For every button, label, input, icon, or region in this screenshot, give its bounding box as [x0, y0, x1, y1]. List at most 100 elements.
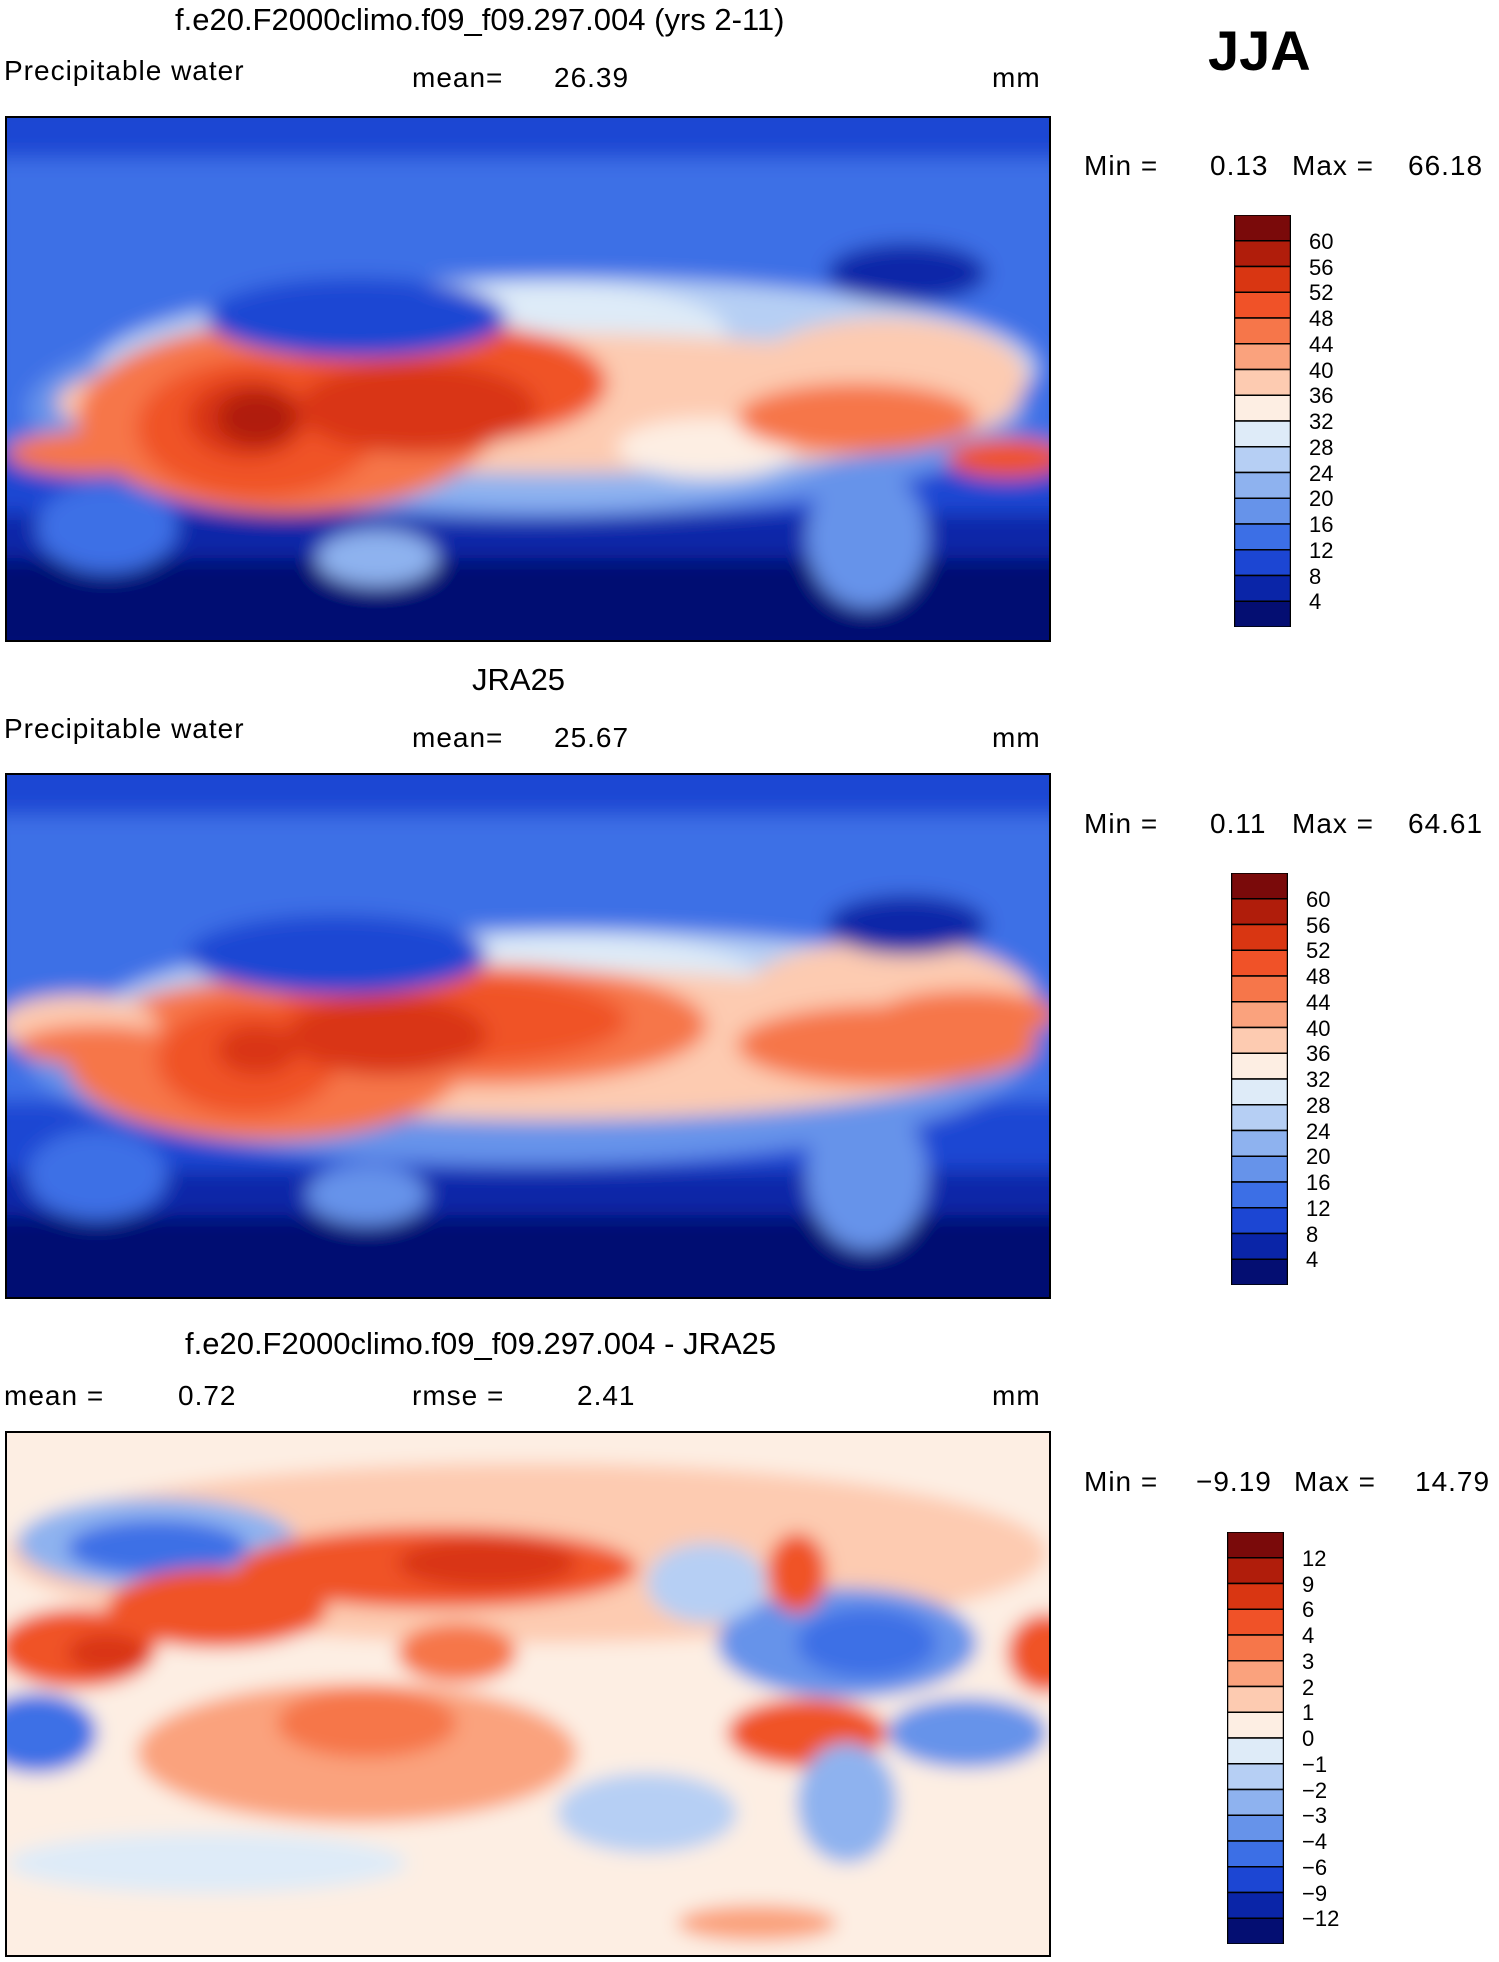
colorbar-box: [1231, 1258, 1288, 1285]
panel-2-min-value: 0.11: [1210, 808, 1267, 839]
panel-2-variable: Precipitable water: [4, 713, 245, 744]
panel-2-mean-value: 25.67: [554, 722, 630, 753]
colorbar-box: [1231, 1155, 1288, 1183]
colorbar-box: [1234, 497, 1291, 525]
panel-1-max-value: 66.18: [1408, 150, 1484, 181]
colorbar-box: [1231, 975, 1288, 1003]
colorbar-box: [1234, 549, 1291, 577]
panel-3-max-value: 14.79: [1415, 1466, 1491, 1497]
colorbar-box: [1234, 394, 1291, 422]
colorbar-tick-label: 56: [1306, 912, 1331, 938]
colorbar-tick-label: 48: [1306, 964, 1331, 989]
colorbar-tick-label: 4: [1302, 1623, 1315, 1648]
panel-3-max-label: Max =: [1294, 1466, 1377, 1497]
colorbar-box: [1231, 1104, 1288, 1132]
colorbar-tick-label: 36: [1309, 383, 1334, 409]
colorbar-tick-label: 8: [1309, 563, 1322, 589]
colorbar-tick-label: 6: [1302, 1597, 1315, 1623]
panel-3-min-label: Min =: [1084, 1466, 1159, 1497]
colorbar-box: [1227, 1660, 1284, 1688]
colorbar-tick-label: 12: [1302, 1545, 1327, 1571]
colorbar-tick-label: 44: [1309, 331, 1334, 357]
colorbar-box: [1234, 446, 1291, 474]
panel-3-title: f.e20.F2000climo.f09_f09.297.004 - JRA25: [185, 1326, 777, 1361]
colorbar-box: [1227, 1737, 1284, 1765]
colorbar-box: [1234, 343, 1291, 371]
colorbar-tick-label: −3: [1302, 1803, 1328, 1829]
colorbar-tick-label: 44: [1306, 989, 1331, 1015]
colorbar-tick-label: −6: [1302, 1854, 1328, 1880]
colorbar-tick-label: 16: [1306, 1170, 1331, 1195]
panel-1-variable: Precipitable water: [4, 55, 245, 86]
panel-3-colorbar: 12 9 6 4 3 2 1 0 −1 −2 −3 −4 −6 −9 −12: [1227, 1532, 1339, 1944]
colorbar-box: [1231, 923, 1288, 951]
colorbar-box: [1227, 1711, 1284, 1739]
panel-3-rmse-value: 2.41: [577, 1380, 636, 1411]
colorbar-box: [1234, 291, 1291, 319]
colorbar-tick-label: 56: [1309, 254, 1334, 280]
colorbar-tick-label: 1: [1302, 1700, 1315, 1726]
panel-2-colorbar: 60 56 52 48 44 40 36 32 28 24 20 16 12 8 4: [1231, 873, 1330, 1285]
panel-1-min-label: Min =: [1084, 150, 1159, 181]
panel-2-max-label: Max =: [1292, 808, 1375, 839]
colorbar-tick-label: 32: [1306, 1067, 1331, 1092]
colorbar-tick-label: 28: [1306, 1092, 1331, 1118]
colorbar-box: [1227, 1814, 1284, 1842]
panel-2-title: JRA25: [472, 662, 566, 697]
panel-3-mean-label: mean =: [4, 1380, 105, 1411]
colorbar-tick-label: −9: [1302, 1880, 1328, 1906]
panel-1-mean-value: 26.39: [554, 62, 630, 93]
colorbar-tick-label: −12: [1302, 1906, 1340, 1932]
colorbar-box: [1227, 1763, 1284, 1791]
panel-1-title: f.e20.F2000climo.f09_f09.297.004 (yrs 2-…: [175, 2, 785, 37]
colorbar-tick-label: 40: [1309, 357, 1334, 383]
colorbar-box: [1231, 1001, 1288, 1029]
colorbar-tick-label: 0: [1302, 1726, 1315, 1751]
panel-2-max-value: 64.61: [1408, 808, 1484, 839]
colorbar-box: [1231, 898, 1288, 926]
colorbar-tick-label: 20: [1306, 1144, 1331, 1170]
colorbar-box: [1227, 1917, 1284, 1944]
colorbar-tick-label: 4: [1306, 1247, 1319, 1273]
colorbar-box: [1231, 1207, 1288, 1235]
colorbar-tick-label: 9: [1302, 1571, 1315, 1597]
colorbar-box: [1234, 368, 1291, 396]
colorbar-box: [1227, 1557, 1284, 1585]
panel-2-mean-label: mean=: [412, 722, 504, 753]
panel-3-map: [5, 1431, 1051, 1957]
colorbar-tick-label: 8: [1306, 1221, 1319, 1247]
colorbar-tick-label: 2: [1302, 1674, 1315, 1700]
panel-1-mean-label: mean=: [412, 62, 504, 93]
colorbar-tick-label: 52: [1309, 280, 1334, 306]
colorbar-tick-label: −1: [1302, 1751, 1328, 1777]
colorbar-box: [1231, 1078, 1288, 1106]
colorbar-box: [1227, 1891, 1284, 1919]
colorbar-tick-label: 3: [1302, 1648, 1315, 1674]
colorbar-tick-label: 20: [1309, 486, 1334, 512]
panel-1-max-label: Max =: [1292, 150, 1375, 181]
colorbar-tick-label: 16: [1309, 512, 1334, 537]
colorbar-tick-label: 4: [1309, 589, 1322, 615]
panel-3-mean-value: 0.72: [178, 1380, 237, 1411]
colorbar-box: [1234, 240, 1291, 268]
colorbar-box: [1231, 1181, 1288, 1209]
panel-2-min-label: Min =: [1084, 808, 1159, 839]
panel-3-rmse-label: rmse =: [412, 1380, 505, 1411]
panel-1-units: mm: [992, 62, 1041, 93]
colorbar-tick-label: 52: [1306, 938, 1331, 964]
colorbar-box: [1234, 523, 1291, 551]
colorbar-box: [1231, 1232, 1288, 1260]
panel-2-map: [5, 773, 1051, 1299]
colorbar-box: [1227, 1788, 1284, 1816]
colorbar-box: [1231, 1026, 1288, 1054]
panel-2-units: mm: [992, 722, 1041, 753]
colorbar-box: [1227, 1866, 1284, 1894]
colorbar-box: [1231, 1052, 1288, 1080]
colorbar-tick-label: 36: [1306, 1041, 1331, 1067]
colorbar-box: [1234, 317, 1291, 345]
colorbar-box: [1234, 574, 1291, 602]
colorbar-box: [1231, 1129, 1288, 1157]
colorbar-svg: [1231, 873, 1288, 1285]
colorbar-tick-label: 12: [1309, 537, 1334, 563]
colorbar-tick-label: 24: [1306, 1118, 1331, 1144]
